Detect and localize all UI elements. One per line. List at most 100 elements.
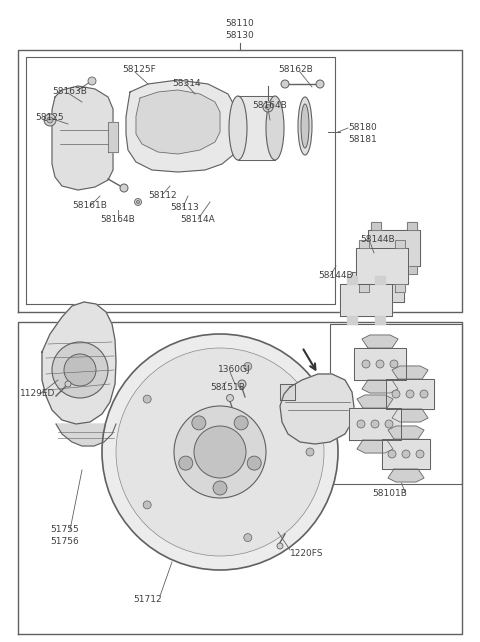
Polygon shape [395, 240, 405, 248]
Circle shape [244, 534, 252, 542]
Circle shape [244, 362, 252, 370]
Text: 58125F: 58125F [122, 65, 156, 74]
Polygon shape [126, 80, 238, 172]
Circle shape [238, 380, 246, 388]
Circle shape [194, 426, 246, 478]
Ellipse shape [301, 104, 309, 148]
Circle shape [64, 354, 96, 386]
Polygon shape [349, 408, 401, 440]
Circle shape [44, 114, 56, 126]
Ellipse shape [298, 97, 312, 155]
Text: 58181: 58181 [348, 135, 377, 144]
Circle shape [134, 198, 142, 205]
Polygon shape [347, 316, 357, 324]
Polygon shape [359, 240, 369, 248]
Circle shape [136, 200, 140, 204]
Text: 58112: 58112 [148, 191, 177, 200]
Text: 58314: 58314 [172, 78, 201, 87]
Text: 58144B: 58144B [318, 272, 353, 281]
Polygon shape [407, 266, 417, 274]
Polygon shape [371, 266, 381, 274]
Polygon shape [136, 90, 220, 154]
Polygon shape [392, 409, 428, 422]
Circle shape [102, 334, 338, 570]
Polygon shape [108, 122, 118, 152]
Circle shape [390, 360, 398, 368]
Text: 58144B: 58144B [360, 236, 395, 245]
Polygon shape [238, 96, 275, 160]
Polygon shape [280, 374, 354, 444]
Polygon shape [359, 284, 369, 292]
Circle shape [281, 80, 289, 88]
Circle shape [306, 448, 314, 456]
Text: 58114A: 58114A [180, 216, 215, 225]
Polygon shape [42, 302, 116, 424]
Polygon shape [368, 230, 420, 266]
Text: 58130: 58130 [226, 31, 254, 40]
Polygon shape [356, 248, 408, 284]
Polygon shape [407, 222, 417, 230]
Polygon shape [362, 380, 398, 393]
Polygon shape [362, 335, 398, 348]
Circle shape [213, 481, 227, 495]
Circle shape [392, 390, 400, 398]
Text: 1220FS: 1220FS [290, 550, 324, 559]
Circle shape [143, 395, 151, 403]
Polygon shape [280, 384, 295, 400]
Circle shape [416, 450, 424, 458]
Polygon shape [386, 379, 434, 409]
Polygon shape [382, 439, 430, 469]
Polygon shape [395, 284, 405, 292]
Circle shape [371, 420, 379, 428]
Circle shape [88, 77, 96, 85]
Polygon shape [52, 86, 113, 190]
Text: 58151B: 58151B [210, 383, 245, 392]
Polygon shape [357, 395, 393, 408]
Circle shape [174, 406, 266, 498]
Ellipse shape [266, 96, 284, 160]
Text: 58110: 58110 [226, 19, 254, 28]
Circle shape [120, 184, 128, 192]
Polygon shape [357, 440, 393, 453]
Polygon shape [371, 222, 381, 230]
Text: 58164B: 58164B [252, 101, 287, 110]
Circle shape [316, 80, 324, 88]
Polygon shape [354, 348, 406, 380]
Polygon shape [388, 469, 424, 482]
Polygon shape [375, 316, 385, 324]
Text: 58162B: 58162B [278, 65, 313, 74]
Polygon shape [388, 426, 424, 439]
Polygon shape [340, 284, 392, 316]
Circle shape [52, 342, 108, 398]
Circle shape [402, 450, 410, 458]
Circle shape [357, 420, 365, 428]
Circle shape [385, 420, 393, 428]
Ellipse shape [229, 96, 247, 160]
Circle shape [406, 390, 414, 398]
Circle shape [116, 348, 324, 556]
Circle shape [143, 501, 151, 509]
Text: 58125: 58125 [35, 114, 64, 123]
Polygon shape [56, 424, 116, 446]
Circle shape [265, 105, 271, 110]
Circle shape [227, 394, 233, 401]
Polygon shape [375, 276, 385, 284]
Polygon shape [392, 366, 428, 379]
Polygon shape [352, 272, 404, 302]
Text: 58163B: 58163B [52, 87, 87, 96]
Circle shape [192, 416, 206, 430]
Text: 1360GJ: 1360GJ [218, 365, 251, 374]
Text: 58180: 58180 [348, 123, 377, 132]
Text: 51712: 51712 [134, 596, 162, 605]
Circle shape [234, 416, 248, 430]
Circle shape [388, 450, 396, 458]
Text: 58164B: 58164B [100, 214, 135, 223]
Circle shape [376, 360, 384, 368]
Text: 58113: 58113 [170, 202, 199, 211]
Circle shape [420, 390, 428, 398]
Circle shape [247, 456, 261, 470]
Circle shape [263, 102, 273, 112]
Circle shape [65, 381, 71, 387]
Text: 1129ED: 1129ED [20, 390, 55, 399]
Polygon shape [347, 276, 357, 284]
